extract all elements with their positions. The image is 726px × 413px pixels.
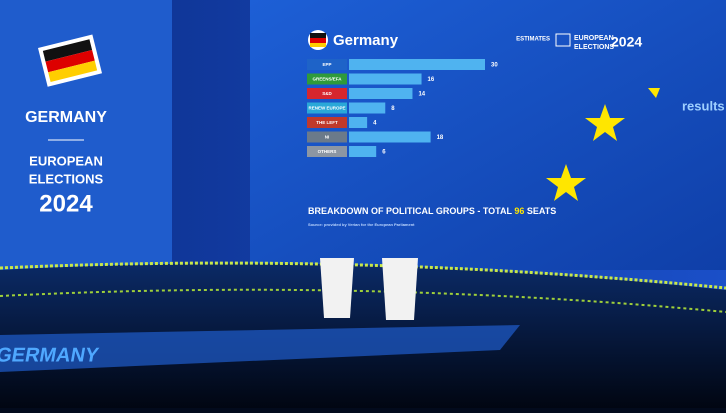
logo-year: 2024 xyxy=(611,34,642,50)
logo-text: ELECTIONS xyxy=(574,44,614,51)
category-label-box xyxy=(307,117,347,128)
value-label: 8 xyxy=(391,106,395,112)
podium xyxy=(320,258,354,318)
bar xyxy=(349,73,422,85)
light-strip xyxy=(0,288,726,313)
category-label-box xyxy=(307,73,347,85)
value-label: 18 xyxy=(437,135,444,141)
panel-line: ELECTIONS xyxy=(29,171,104,186)
logo-text: EUROPEAN xyxy=(574,35,614,42)
star xyxy=(585,104,625,141)
category-label: EPP xyxy=(322,62,331,67)
bar xyxy=(349,88,413,99)
bar xyxy=(349,59,485,70)
category-label-box xyxy=(307,102,347,114)
title-suffix: SEATS xyxy=(527,206,556,216)
category-label: RENEW EUROPE xyxy=(308,106,345,111)
category-label: S&D xyxy=(322,91,332,96)
category-label: THE LEFT xyxy=(316,120,338,125)
star xyxy=(648,88,660,98)
flag-icon xyxy=(310,38,326,43)
chart-title: BREAKDOWN OF POLITICAL GROUPS - TOTAL 96… xyxy=(308,206,556,216)
logo-box xyxy=(555,33,571,47)
flag-icon xyxy=(310,33,326,38)
category-label: NI xyxy=(325,135,330,140)
star xyxy=(546,164,586,201)
category-label-box xyxy=(307,59,347,70)
side-text: results xyxy=(682,98,725,113)
flag-icon xyxy=(310,43,326,47)
floor-text: GERMANY xyxy=(0,344,101,366)
category-label-box xyxy=(307,131,347,143)
light-strip xyxy=(0,261,726,290)
panel-line: EUROPEAN xyxy=(29,153,103,168)
bar xyxy=(349,131,431,143)
bar xyxy=(349,117,368,128)
total-seats: 96 xyxy=(514,206,524,216)
floor-band xyxy=(0,325,520,372)
panel-year: 2024 xyxy=(39,190,93,217)
title-text: BREAKDOWN OF POLITICAL GROUPS - TOTAL xyxy=(308,206,512,216)
flag xyxy=(38,34,103,87)
value-label: 6 xyxy=(382,150,386,156)
category-label: OTHERS xyxy=(318,149,337,154)
category-label-box xyxy=(307,88,347,99)
heading: Germany xyxy=(333,32,399,49)
category-label: GREENS/EFA xyxy=(312,77,342,82)
category-label-box xyxy=(307,146,347,157)
bar xyxy=(349,146,377,157)
podium xyxy=(382,258,418,320)
bar xyxy=(349,102,386,114)
value-label: 30 xyxy=(491,63,498,69)
country: GERMANY xyxy=(25,109,107,126)
source: Source: provided by Verian for the Europ… xyxy=(308,222,415,227)
logo-text: ESTIMATES xyxy=(516,37,550,43)
value-label: 14 xyxy=(418,92,425,98)
chart: BREAKDOWN OF POLITICAL GROUPS - TOTAL 96… xyxy=(307,59,556,227)
value-label: 4 xyxy=(373,121,377,127)
value-label: 16 xyxy=(428,77,435,83)
